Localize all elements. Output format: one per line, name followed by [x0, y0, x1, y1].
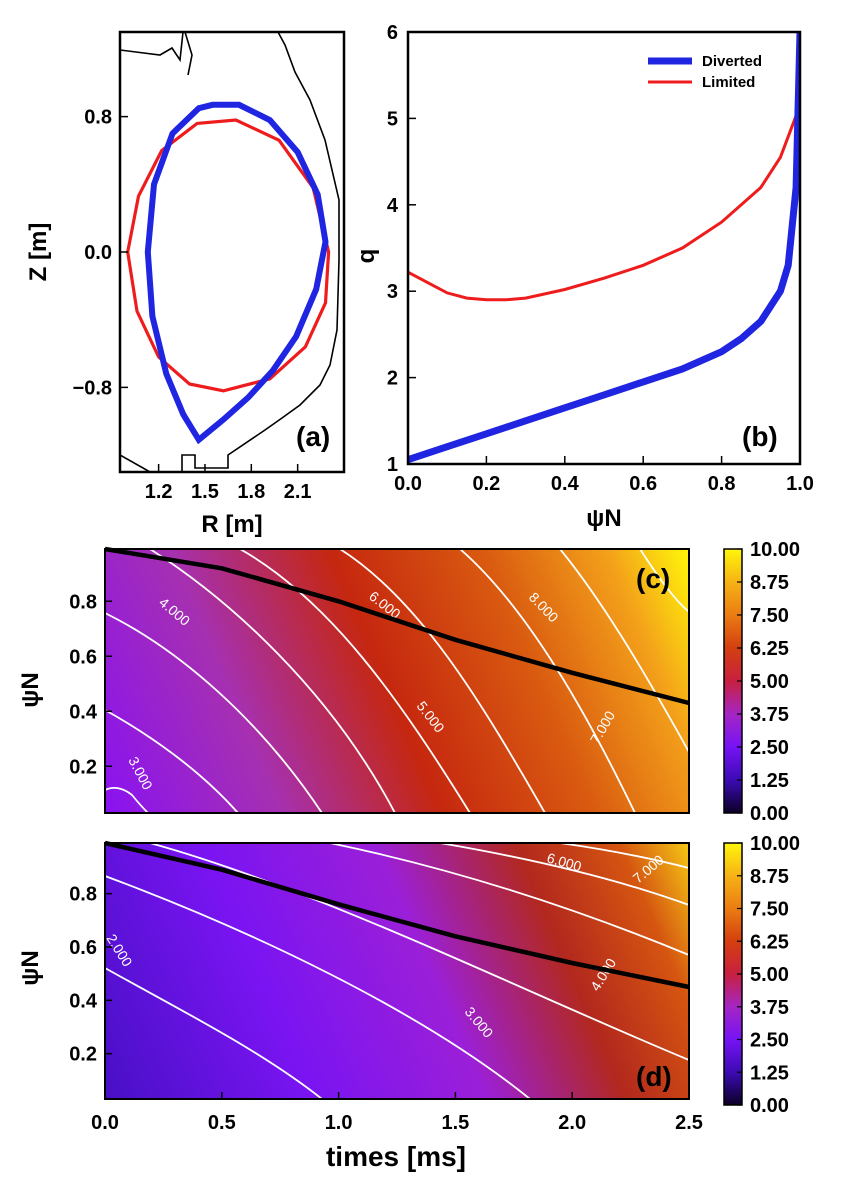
colorbar-tick-label-d: 2.50 — [750, 1030, 789, 1052]
colorbar-tick-label-c: 1.25 — [750, 770, 789, 792]
colorbar-tick-label-c: 10.00 — [750, 539, 800, 561]
xtick-label-b: 0.0 — [394, 473, 422, 495]
xlabel-a: R [m] — [201, 511, 262, 538]
colorbar-tick-label-c: 7.50 — [750, 605, 789, 627]
ylabel-d: ψN — [17, 950, 44, 985]
ytick-label-a: −0.8 — [73, 377, 112, 399]
colorbar-tick-label-d: 0.00 — [750, 1095, 789, 1117]
colorbar-tick-label-c: 8.75 — [750, 572, 789, 594]
colorbar-tick-label-d: 7.50 — [750, 899, 789, 921]
xtick-label-b: 0.8 — [708, 473, 736, 495]
xtick-label-a: 1.8 — [237, 481, 265, 503]
ytick-label-c: 0.6 — [69, 646, 97, 668]
ytick-label-b: 4 — [387, 195, 399, 217]
xtick-label-b: 0.2 — [472, 473, 500, 495]
xtick-label-a: 1.5 — [191, 481, 219, 503]
ylabel-b: q — [353, 249, 380, 264]
colorbar-tick-label-c: 6.25 — [750, 638, 789, 660]
ytick-label-d: 0.6 — [69, 937, 97, 959]
xtick-label-a: 1.2 — [145, 481, 173, 503]
xtick-label-b: 1.0 — [786, 473, 814, 495]
xtick-label-d: 2.0 — [558, 1112, 586, 1134]
colorbar-tick-label-d: 5.00 — [750, 964, 789, 986]
ytick-label-b: 3 — [387, 281, 398, 303]
colorbar-ticks-d: 10.00 8.75 7.50 6.25 5.00 3.75 2.50 1.25 0.00 — [737, 833, 800, 1117]
panel-label-d: (d) — [636, 1061, 672, 1092]
panel-label-c: (c) — [636, 563, 670, 594]
panel-b: 0.0 0.2 0.4 0.6 0.8 1.0 1 2 3 4 5 6 Diverted Limite… — [353, 22, 814, 532]
plot-frame-b — [408, 32, 800, 464]
plot-frame-a — [120, 32, 344, 472]
ytick-label-d: 0.4 — [69, 990, 98, 1012]
xtick-label-d: 2.5 — [675, 1112, 703, 1134]
panel-c: 3.000 4.000 5.000 6.000 7.000 8.000 0.20… — [17, 539, 800, 825]
colorbar-tick-label-c: 0.00 — [750, 803, 789, 825]
xtick-label-a: 2.1 — [284, 481, 312, 503]
ytick-label-b: 2 — [387, 368, 398, 390]
xtick-label-d: 0.0 — [91, 1112, 119, 1134]
ticks-a: 1.2 1.5 1.8 2.1 0.8 0.0 −0.8 — [73, 107, 312, 503]
colorbar-tick-label-d: 10.00 — [750, 833, 800, 855]
ytick-label-b: 1 — [387, 454, 398, 476]
xtick-label-b: 0.6 — [629, 473, 657, 495]
legend-label-diverted: Diverted — [702, 53, 762, 70]
panel-label-a: (a) — [296, 421, 330, 452]
ytick-label-c: 0.4 — [69, 701, 98, 723]
xtick-label-d: 1.5 — [441, 1112, 469, 1134]
legend-label-limited: Limited — [702, 74, 755, 91]
ytick-label-a: 0.0 — [84, 242, 112, 264]
colorbar-tick-label-d: 1.25 — [750, 1062, 789, 1084]
ytick-label-b: 6 — [387, 22, 398, 44]
xtick-label-b: 0.4 — [551, 473, 580, 495]
ytick-label-b: 5 — [387, 108, 398, 130]
colorbar-tick-label-c: 3.75 — [750, 704, 789, 726]
diverted-boundary-a — [148, 105, 326, 440]
ylabel-a: Z [m] — [25, 223, 52, 282]
legend-b: Diverted Limited — [648, 53, 762, 91]
panel-d: 2.000 3.000 4.000 6.000 7.000 0.0 0.5 1.0 1… — [17, 833, 800, 1172]
diverted-q-curve — [408, 32, 800, 460]
colorbar-tick-label-c: 5.00 — [750, 671, 789, 693]
ytick-label-c: 0.8 — [69, 591, 97, 613]
ytick-label-a: 0.8 — [84, 107, 112, 129]
panel-label-b: (b) — [742, 421, 778, 452]
colorbar-tick-label-c: 2.50 — [750, 737, 789, 759]
panel-a: 1.2 1.5 1.8 2.1 0.8 0.0 −0.8 (a) R [m] Z [m] — [25, 32, 344, 538]
colorbar-tick-label-d: 3.75 — [750, 997, 789, 1019]
colorbar-ticks-c: 10.00 8.75 7.50 6.25 5.00 3.75 2.50 1.25 0.00 — [737, 539, 800, 825]
ytick-label-c: 0.2 — [69, 756, 97, 778]
ytick-label-d: 0.2 — [69, 1044, 97, 1066]
colorbar-tick-label-d: 6.25 — [750, 931, 789, 953]
colorbar-tick-label-d: 8.75 — [750, 866, 789, 888]
xlabel-d: times [ms] — [326, 1141, 466, 1172]
xtick-label-d: 0.5 — [208, 1112, 236, 1134]
limited-q-curve — [408, 105, 800, 299]
vessel-wall — [120, 32, 339, 472]
xtick-label-d: 1.0 — [325, 1112, 353, 1134]
ylabel-c: ψN — [17, 672, 44, 707]
figure: 1.2 1.5 1.8 2.1 0.8 0.0 −0.8 (a) R [m] Z [m] 0… — [0, 0, 856, 1188]
ytick-label-d: 0.8 — [69, 884, 97, 906]
xlabel-b: ψN — [586, 505, 621, 532]
